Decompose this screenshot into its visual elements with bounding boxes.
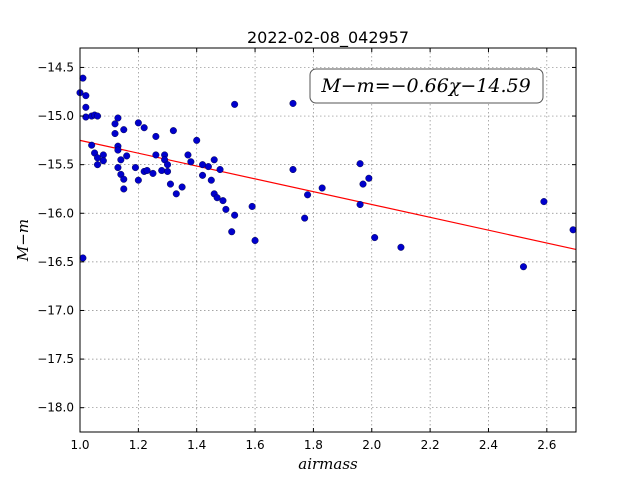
y-tick-label: −14.5 [37, 60, 74, 74]
data-point [231, 100, 239, 108]
data-point [164, 167, 172, 175]
data-point [248, 202, 256, 210]
data-point [318, 184, 326, 192]
x-tick-label: 1.0 [70, 438, 89, 452]
equation-box: M−m=−0.66χ−14.59 [309, 68, 544, 104]
data-point [164, 161, 172, 169]
data-point [519, 263, 527, 271]
data-point [251, 236, 259, 244]
data-point [356, 160, 364, 168]
data-points [76, 74, 577, 271]
data-point [193, 136, 201, 144]
data-point [131, 164, 139, 172]
data-point [140, 124, 148, 132]
data-point [304, 191, 312, 199]
x-tick-labels: 1.0 1.2 1.4 1.6 1.8 2.0 2.2 2.4 2.6 [70, 438, 556, 452]
x-tick-label: 1.4 [187, 438, 206, 452]
data-point [82, 92, 90, 100]
tick-marks [79, 48, 576, 432]
data-point [569, 226, 577, 234]
data-point [82, 103, 90, 111]
data-point [289, 166, 297, 174]
chart-title: 2022-02-08_042957 [247, 28, 409, 48]
data-point [120, 185, 128, 193]
y-tick-label: −16.0 [37, 206, 74, 220]
data-point [199, 161, 207, 169]
data-point [79, 74, 87, 82]
y-tick-label: −17.5 [37, 352, 74, 366]
data-point [365, 174, 373, 182]
y-tick-label: −18.0 [37, 401, 74, 415]
data-point [114, 164, 122, 172]
x-tick-label: 2.4 [479, 438, 498, 452]
data-point [397, 243, 405, 251]
data-point [231, 211, 239, 219]
data-point [172, 190, 180, 198]
data-point [213, 194, 221, 202]
data-point [99, 157, 107, 165]
x-tick-label: 2.6 [537, 438, 556, 452]
x-tick-label: 2.2 [421, 438, 440, 452]
data-point [111, 130, 119, 138]
data-point [359, 180, 367, 188]
data-point [178, 183, 186, 191]
equation-text: M−m=−0.66χ−14.59 [320, 75, 530, 97]
data-point [134, 119, 142, 127]
data-point [114, 114, 122, 122]
data-point [169, 127, 177, 135]
data-point [158, 166, 166, 174]
y-tick-label: −16.5 [37, 255, 74, 269]
data-point [143, 166, 151, 174]
data-point [117, 156, 125, 164]
plot-frame [79, 47, 577, 433]
data-point [199, 171, 207, 179]
data-point [120, 126, 128, 134]
y-tick-label: −17.0 [37, 303, 74, 317]
data-point [228, 228, 236, 236]
data-point [219, 197, 227, 205]
data-point [301, 214, 309, 222]
data-point [204, 163, 212, 171]
data-point [152, 132, 160, 140]
data-point [149, 169, 157, 177]
y-tick-labels: −14.5 −15.0 −15.5 −16.0 −16.5 −17.0 −17.5 −18.0 [37, 60, 74, 414]
data-point [120, 175, 128, 183]
x-axis-label: airmass [298, 455, 358, 473]
x-tick-label: 1.6 [246, 438, 265, 452]
data-point [210, 156, 218, 164]
data-point [540, 198, 548, 206]
data-point [88, 141, 96, 149]
data-point [152, 151, 160, 159]
data-point [79, 254, 87, 262]
data-point [111, 120, 119, 128]
data-point [184, 151, 192, 159]
y-axis-label: M−m [14, 219, 32, 262]
y-tick-label: −15.5 [37, 158, 74, 172]
x-tick-label: 1.8 [304, 438, 323, 452]
data-point [356, 201, 364, 209]
data-point [82, 113, 90, 121]
data-point [123, 152, 131, 160]
data-point [371, 234, 379, 242]
data-point [216, 166, 224, 174]
x-tick-label: 2.0 [362, 438, 381, 452]
data-point [207, 176, 215, 184]
data-point [94, 161, 102, 169]
x-tick-label: 1.2 [129, 438, 148, 452]
data-point [134, 176, 142, 184]
grid-lines [80, 48, 576, 432]
data-point [222, 205, 230, 213]
data-point [166, 180, 174, 188]
data-point [114, 146, 122, 154]
data-point [94, 154, 102, 162]
data-point [99, 151, 107, 159]
data-point [289, 99, 297, 107]
data-point [94, 112, 102, 120]
y-tick-label: −15.0 [37, 109, 74, 123]
data-point [187, 158, 195, 166]
